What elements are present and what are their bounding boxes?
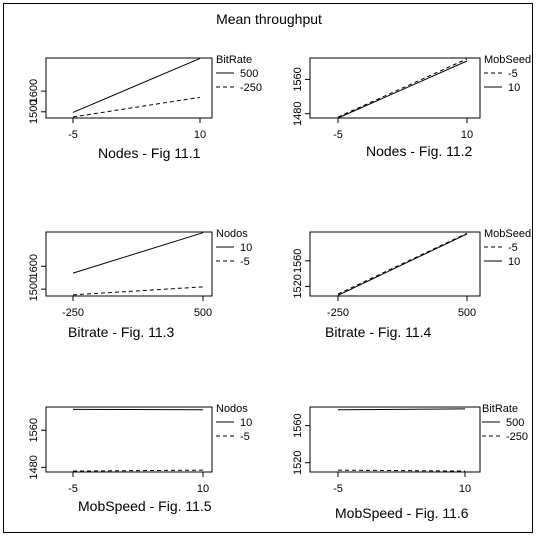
x-axis-label: Nodes - Fig. 11.2 [366,143,473,159]
x-tick-label: -250 [327,307,349,319]
y-tick-label: 1560 [292,67,304,91]
legend-title: Nodos [216,228,248,240]
series-line--5 [72,286,204,296]
x-axis-label: Nodes - Fig 11.1 [98,145,201,161]
x-tick-label: -5 [333,483,343,495]
legend-label: -250 [240,82,262,94]
series-line-10 [337,60,468,119]
plot-frame [309,231,481,297]
legend-title: BitRate [482,403,518,415]
x-tick-label: -5 [68,483,78,495]
y-tick-label: 1500 [28,100,40,124]
y-tick-label: 1480 [292,101,304,125]
legend-label: -5 [508,242,518,254]
x-tick-label: 500 [194,307,212,319]
series-line--5 [337,58,468,118]
legend-label: 10 [508,82,520,94]
plot-frame [45,231,213,297]
legend-label: 10 [240,242,252,254]
legend-label: 10 [508,256,520,268]
legend-label: -5 [240,431,250,443]
x-tick-label: 10 [461,129,473,141]
figure-frame [3,3,533,533]
x-tick-label: 10 [459,483,471,495]
y-tick-label: 1600 [28,254,40,278]
plot-frame [45,57,213,119]
y-tick-label: 1480 [28,455,40,479]
plot-frame [45,406,213,473]
x-tick-label: -5 [333,129,343,141]
y-tick-label: 1520 [292,274,304,298]
x-tick-label: -5 [68,129,78,141]
series-line--5 [337,232,468,295]
x-tick-label: 10 [194,129,206,141]
y-tick-label: 1560 [292,249,304,273]
legend-label: -5 [508,68,518,80]
series-line--250 [337,469,466,472]
panel-2: -5 10 1480 1560 Nodes - Fig. 11.2 MobSeed -5 10 [292,54,531,159]
legend-label: -250 [506,431,528,443]
series-line-10 [337,233,468,296]
panel-6: -5 10 1520 1560 MobSpeed - Fig. 11.6 BitRate 5… [292,403,528,521]
x-axis-label: MobSpeed - Fig. 11.6 [335,505,469,521]
legend-title: MobSeed [484,54,531,66]
legend-label: -5 [240,256,250,268]
series-line-10 [72,232,204,274]
legend-title: Nodos [216,403,248,415]
legend-label: 500 [240,68,258,80]
y-tick-label: 1560 [28,418,40,442]
x-axis-label: MobSpeed - Fig. 11.5 [78,498,212,514]
x-axis-label: Bitrate - Fig. 11.4 [325,324,432,340]
series-line--250 [72,96,201,118]
series-line-500 [337,408,466,411]
y-tick-label: 1520 [292,450,304,474]
x-tick-label: 500 [458,307,476,319]
series-line--5 [72,469,204,472]
legend-title: MobSeed [484,228,531,240]
legend-label: 500 [506,417,524,429]
panel-5: -5 10 1480 1560 MobSpeed - Fig. 11.5 Nodos 10 -… [28,403,252,514]
y-tick-label: 1500 [28,277,40,301]
x-tick-label: -250 [62,307,84,319]
series-line-500 [72,57,201,113]
y-tick-label: 1600 [28,79,40,103]
plot-frame [309,406,481,473]
page-title: Mean throughput [216,11,322,27]
legend-title: BitRate [216,54,252,66]
x-axis-label: Bitrate - Fig. 11.3 [68,324,175,340]
plot-frame [309,57,481,119]
legend-label: 10 [240,417,252,429]
x-tick-label: 10 [197,483,209,495]
y-tick-label: 1560 [292,413,304,437]
